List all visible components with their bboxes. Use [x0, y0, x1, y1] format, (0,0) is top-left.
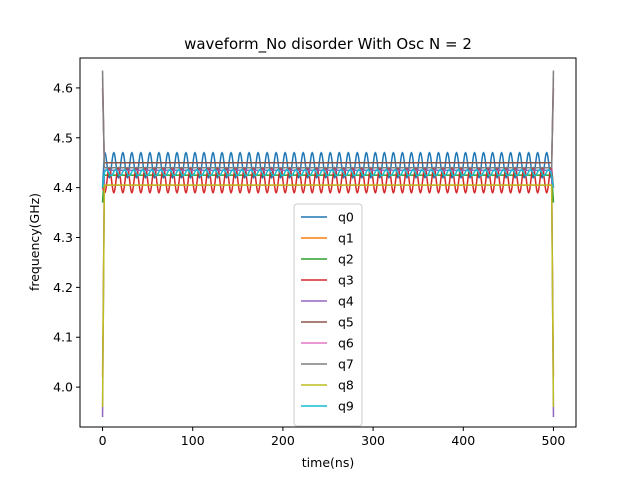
y-tick-label: 4.1 [53, 330, 73, 345]
x-tick-label: 200 [271, 433, 295, 448]
chart-title: waveform_No disorder With Osc N = 2 [184, 35, 472, 54]
legend-label-q1: q1 [338, 231, 354, 246]
legend-label-q6: q6 [338, 336, 354, 351]
y-tick-label: 4.4 [53, 180, 73, 195]
legend-label-q8: q8 [338, 378, 354, 393]
series-line-q7 [101, 70, 555, 169]
legend-label-q0: q0 [338, 210, 354, 225]
series-line-q8 [101, 184, 555, 408]
legend-label-q7: q7 [338, 357, 354, 372]
plot-frame [79, 57, 577, 428]
y-tick-label: 4.6 [53, 80, 73, 95]
legend-label-q9: q9 [338, 399, 354, 414]
legend-label-q3: q3 [338, 273, 354, 288]
y-axis-label: frequency(GHz) [27, 193, 42, 291]
series-line-q5 [101, 87, 555, 164]
legend: q0 q1 q2 q3 q4 q5 q6 q7 q8 q9 [293, 203, 363, 427]
legend-label-q5: q5 [338, 315, 354, 330]
x-tick-label: 500 [542, 433, 566, 448]
y-tick-label: 4.3 [53, 230, 73, 245]
x-tick-label: 400 [451, 433, 475, 448]
x-axis: 0 100 200 300 400 500 [99, 427, 566, 448]
legend-label-q2: q2 [338, 252, 354, 267]
series-line-q6 [101, 77, 555, 169]
x-tick-label: 300 [361, 433, 385, 448]
plot-area [101, 70, 555, 418]
x-axis-label: time(ns) [302, 455, 354, 470]
y-axis: 4.0 4.1 4.2 4.3 4.4 4.5 4.6 [53, 80, 80, 395]
y-tick-label: 4.0 [53, 380, 73, 395]
series-line-q9 [101, 168, 555, 188]
y-tick-label: 4.5 [53, 130, 73, 145]
y-tick-label: 4.2 [53, 280, 73, 295]
x-tick-label: 0 [99, 433, 107, 448]
x-tick-label: 100 [181, 433, 205, 448]
legend-label-q4: q4 [338, 294, 354, 309]
